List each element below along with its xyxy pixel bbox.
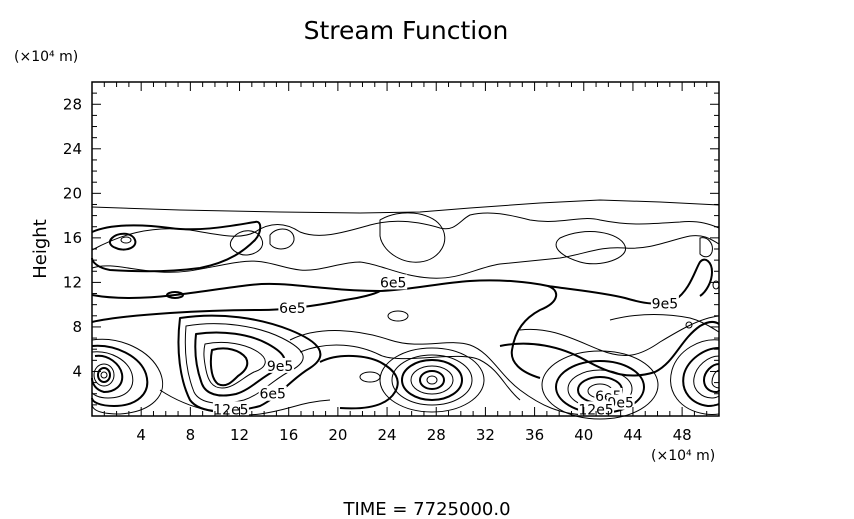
contour-line bbox=[391, 354, 473, 406]
contour-line bbox=[203, 341, 266, 389]
axis-ticks bbox=[92, 82, 719, 416]
y-tick-label: 24 bbox=[63, 140, 82, 158]
x-tick-label: 32 bbox=[476, 426, 495, 444]
contour-label-bg bbox=[379, 274, 408, 290]
contour-labels: 6e56e59e59e56e512e56e59e512e5 bbox=[212, 274, 679, 418]
x-tick-label: 28 bbox=[427, 426, 446, 444]
contour-label-bg bbox=[258, 385, 287, 401]
contour-line bbox=[166, 291, 184, 299]
contour-line bbox=[91, 235, 720, 279]
contour-line bbox=[379, 212, 446, 263]
contour-label-bg bbox=[650, 295, 679, 311]
contour-label: 12e5 bbox=[578, 402, 613, 418]
contour-line bbox=[91, 199, 720, 214]
contour-line bbox=[289, 330, 591, 416]
contour-line bbox=[609, 314, 720, 333]
x-tick-label: 36 bbox=[525, 426, 544, 444]
contour-line bbox=[541, 350, 659, 420]
contour-label: 6e5 bbox=[380, 275, 406, 291]
contour-label-bg bbox=[266, 357, 295, 373]
contour-line bbox=[229, 230, 264, 256]
contour-line bbox=[426, 375, 438, 385]
contour-line bbox=[91, 279, 558, 379]
contour-line bbox=[91, 338, 164, 415]
contour-line bbox=[401, 359, 463, 401]
contour-line bbox=[91, 354, 124, 393]
x-tick-label: 8 bbox=[186, 426, 196, 444]
y-axis-unit: (×10⁴ m) bbox=[14, 49, 78, 65]
time-footer: TIME = 7725000.0 bbox=[342, 499, 510, 519]
contour-line bbox=[699, 237, 713, 258]
contour-line bbox=[711, 369, 720, 389]
contour-line bbox=[685, 321, 693, 329]
contour-line bbox=[177, 314, 322, 413]
contour-label: 9e5 bbox=[652, 297, 678, 313]
contour-line bbox=[379, 347, 485, 413]
x-tick-label: 16 bbox=[279, 426, 298, 444]
contour-line bbox=[299, 344, 521, 401]
contour-label-bg bbox=[278, 300, 307, 316]
contour-line bbox=[269, 228, 295, 250]
contour-line bbox=[693, 355, 720, 399]
y-tick-label: 4 bbox=[72, 362, 82, 380]
contour-label: 6e5 bbox=[279, 301, 305, 317]
contour-line bbox=[387, 310, 409, 322]
x-tick-label: 48 bbox=[673, 426, 692, 444]
contour-line bbox=[547, 258, 713, 305]
y-axis-label: Height bbox=[30, 219, 51, 279]
contour-line bbox=[519, 315, 720, 356]
y-tick-label: 20 bbox=[63, 184, 82, 202]
contour-line bbox=[194, 331, 286, 397]
contour-line bbox=[108, 232, 137, 251]
contour-label: 9e5 bbox=[267, 359, 293, 375]
x-axis-unit: (×10⁴ m) bbox=[651, 448, 715, 464]
contour-lines bbox=[91, 199, 720, 420]
contour-line bbox=[120, 236, 132, 244]
y-tick-label: 16 bbox=[63, 229, 82, 247]
contour-line bbox=[359, 371, 381, 383]
x-tick-label: 40 bbox=[574, 426, 593, 444]
contour-line bbox=[184, 323, 304, 404]
contour-line bbox=[91, 351, 134, 399]
x-tick-label: 4 bbox=[136, 426, 146, 444]
contour-line bbox=[319, 354, 399, 410]
contour-line bbox=[100, 371, 108, 379]
contour-line bbox=[159, 389, 331, 416]
x-tick-label: 20 bbox=[328, 426, 347, 444]
contour-line bbox=[91, 220, 262, 273]
contour-line bbox=[91, 344, 149, 407]
contour-line bbox=[93, 363, 115, 387]
x-tick-label: 44 bbox=[623, 426, 642, 444]
contour-label: 6e5 bbox=[260, 387, 286, 403]
y-tick-label: 28 bbox=[63, 95, 82, 113]
contour-line bbox=[97, 367, 111, 383]
contour-line bbox=[209, 347, 249, 387]
y-tick-label: 8 bbox=[72, 318, 82, 336]
chart-title: Stream Function bbox=[304, 16, 509, 45]
contour-line bbox=[555, 231, 626, 265]
contour-line bbox=[670, 339, 720, 415]
contour-line bbox=[499, 321, 720, 377]
contour-line bbox=[91, 212, 720, 251]
y-tick-label: 12 bbox=[63, 273, 82, 291]
contour-label-bg bbox=[578, 401, 615, 417]
contour-line bbox=[410, 365, 454, 395]
x-tick-label: 24 bbox=[378, 426, 397, 444]
contour-line bbox=[419, 370, 445, 390]
x-tick-label: 12 bbox=[230, 426, 249, 444]
